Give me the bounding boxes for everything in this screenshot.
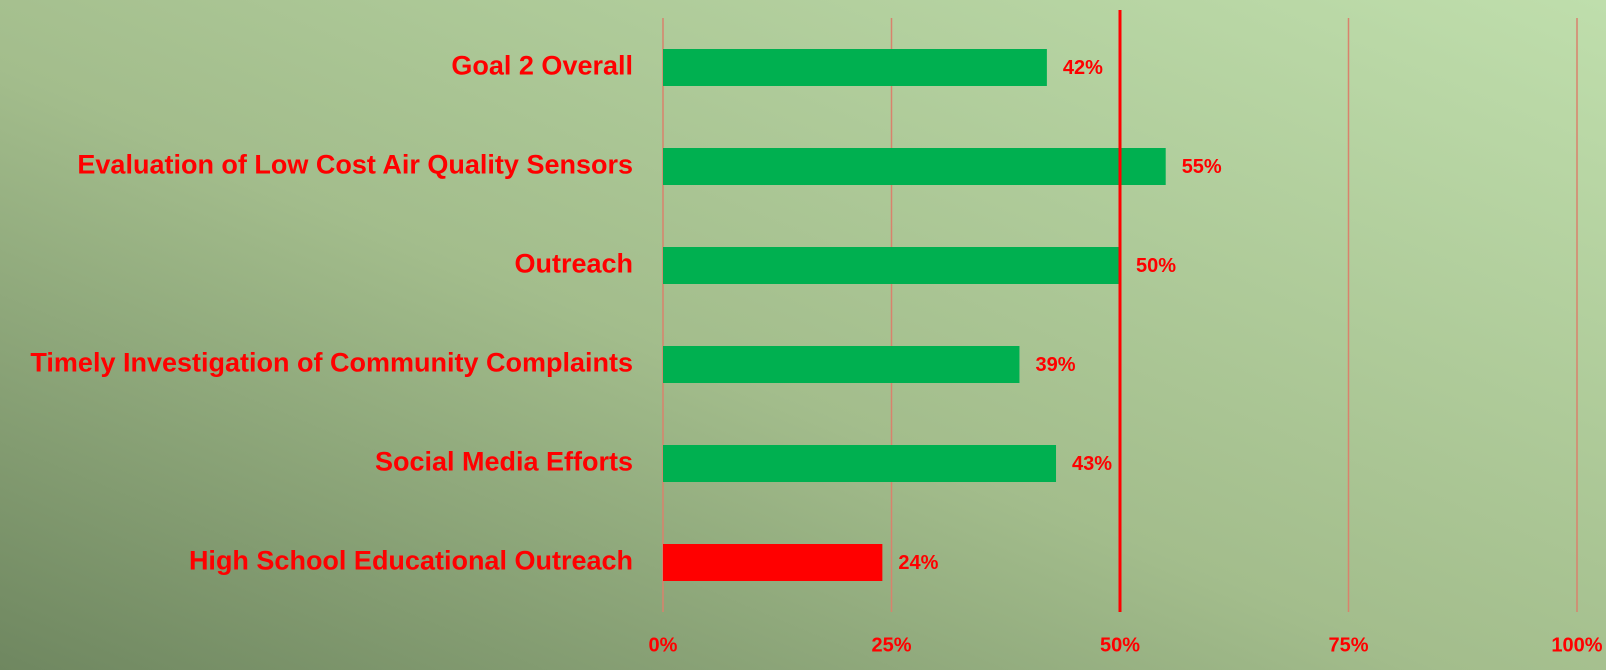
value-label: 39%: [1035, 354, 1075, 376]
bar: [663, 148, 1166, 185]
x-tick-label: 50%: [1100, 634, 1140, 656]
category-label: Outreach: [514, 249, 633, 279]
bar: [663, 346, 1020, 383]
bar: [663, 49, 1047, 86]
value-label: 55%: [1182, 156, 1222, 178]
x-tick-label: 75%: [1328, 634, 1368, 656]
bar: [663, 544, 883, 581]
x-tick-label: 100%: [1551, 634, 1602, 656]
value-label: 24%: [898, 552, 938, 574]
category-label: Evaluation of Low Cost Air Quality Senso…: [77, 150, 633, 180]
bar: [663, 445, 1057, 482]
value-label: 42%: [1063, 57, 1103, 79]
category-label: Timely Investigation of Community Compla…: [30, 348, 633, 378]
bar: [663, 247, 1120, 284]
category-label: High School Educational Outreach: [189, 546, 633, 576]
category-label: Social Media Efforts: [375, 447, 633, 477]
category-label: Goal 2 Overall: [451, 51, 633, 81]
x-tick-label: 0%: [649, 634, 678, 656]
value-label: 43%: [1072, 453, 1112, 475]
value-label: 50%: [1136, 255, 1176, 277]
x-tick-label: 25%: [871, 634, 911, 656]
